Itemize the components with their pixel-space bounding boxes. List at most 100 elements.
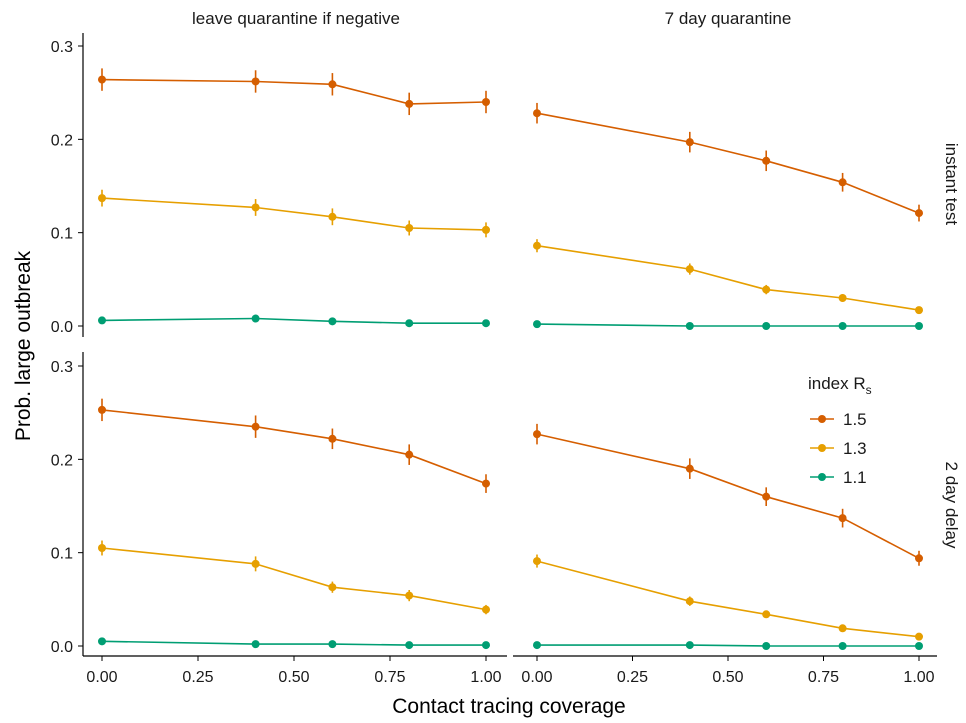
series-1-1-point [533,641,541,650]
series-1-1-point [685,641,694,650]
series-1-1-point [482,641,490,650]
column-strip-left: leave quarantine if negative [192,9,400,28]
series-1-3-point [328,583,337,592]
legend-label: 1.5 [843,410,867,429]
series-1-3-point [251,203,260,212]
legend-title-subscript: s [866,383,872,397]
series-1-1-point [328,317,337,326]
legend-entries: 1.5 1.3 1.1 [810,410,867,487]
series-1-5-point [915,209,923,218]
y-tick-label: 0.2 [51,132,73,149]
series-1-5-point [533,430,541,439]
y-axis-title: Prob. large outbreak [12,250,35,441]
series-1-1-point [328,640,337,649]
series-1-1-point [405,641,414,650]
series-1-5-point [482,479,490,488]
row-strip-bottom: 2 day delay [942,462,961,549]
series-1-3-point [838,624,847,633]
panels-layer: 0.0 0.1 0.2 0.3 0.0 0.1 0.2 0.3 0.00 0.25 0.50 0.75… [51,33,937,686]
series-1-1-point [98,637,106,646]
series-1-1-point [838,322,847,330]
panel-0-0: 0.0 0.1 0.2 0.3 [51,33,490,337]
legend-key-point [818,415,826,423]
series-1-1-point [533,320,541,329]
series-1-1-point [915,322,923,330]
series-1-1-point [685,322,694,330]
series-1-5-point [98,75,106,84]
series-1-1-point [251,314,260,323]
series-1-5-point [762,156,771,165]
series-1-5-line [536,112,920,214]
series-1-5-point [838,514,847,523]
y-tick-label: 0.3 [51,359,73,376]
series-1-5-point [405,99,414,108]
x-tick-label: 1.00 [470,669,501,686]
series-1-3-point [915,306,923,315]
series-1-5-point [685,138,694,147]
x-tick-label: 0.00 [86,669,117,686]
panel-1-0 [533,102,923,330]
series-1-1-line [101,317,486,325]
series-1-1-point [98,316,106,325]
x-tick-label: 0.25 [182,669,213,686]
legend-title-main: index R [808,374,866,393]
series-1-1-line [536,323,919,327]
series-1-1-point [762,642,771,650]
series-1-5-line [101,78,487,105]
x-tick-label: 1.00 [903,669,934,686]
series-1-3-point [533,241,541,250]
series-1-1-point [762,322,771,330]
series-1-3-line [536,560,920,638]
series-1-1-point [915,642,923,650]
series-1-3-line [101,197,487,231]
y-tick-label: 0.0 [51,639,73,656]
x-tick-label: 0.25 [617,669,648,686]
series-1-3-point [482,605,490,614]
series-1-5-point [251,422,260,431]
series-1-3-point [405,591,414,600]
legend-label: 1.1 [843,468,867,487]
series-1-5-point [762,492,771,501]
series-1-3-point [838,294,847,302]
x-tick-label: 0.50 [712,669,743,686]
column-strip-right: 7 day quarantine [665,9,792,28]
series-1-5-point [482,98,490,106]
row-strip-top: instant test [942,143,961,225]
series-1-1-point [251,640,260,649]
series-1-3-line [101,547,487,611]
series-1-5-point [405,450,414,459]
series-1-5-point [251,77,260,86]
legend-title: index Rs [808,374,872,397]
series-1-3-point [685,265,694,274]
y-tick-label: 0.1 [51,546,73,563]
legend-key-point [818,473,826,481]
legend-label: 1.3 [843,439,867,458]
x-tick-label: 0.50 [278,669,309,686]
x-tick-label: 0.75 [374,669,405,686]
series-1-3-point [98,544,106,552]
series-1-5-point [328,434,337,443]
series-1-5-point [915,554,923,563]
series-1-5-line [101,409,487,485]
x-tick-label: 0.00 [521,669,552,686]
series-1-1-point [482,319,490,328]
series-1-5-point [533,109,541,118]
series-1-1-line [101,640,486,646]
series-1-5-point [838,178,847,187]
y-tick-label: 0.0 [51,319,73,336]
x-tick-label: 0.75 [808,669,839,686]
panel-1-1: 0.00 0.25 0.50 0.75 1.00 [513,423,937,686]
y-tick-label: 0.1 [51,226,73,243]
series-1-3-point [685,597,694,606]
x-axis-title: Contact tracing coverage [392,695,625,718]
series-1-3-point [482,225,490,234]
series-1-1-point [838,642,847,650]
series-1-3-point [251,559,260,568]
series-1-3-point [405,224,414,232]
series-1-3-point [533,557,541,566]
series-1-3-point [762,285,771,294]
panel-0-1: 0.0 0.1 0.2 0.3 0.00 0.25 0.50 0.75 1.00 [51,352,507,686]
y-tick-label: 0.3 [51,39,73,56]
series-1-3-point [915,632,923,641]
